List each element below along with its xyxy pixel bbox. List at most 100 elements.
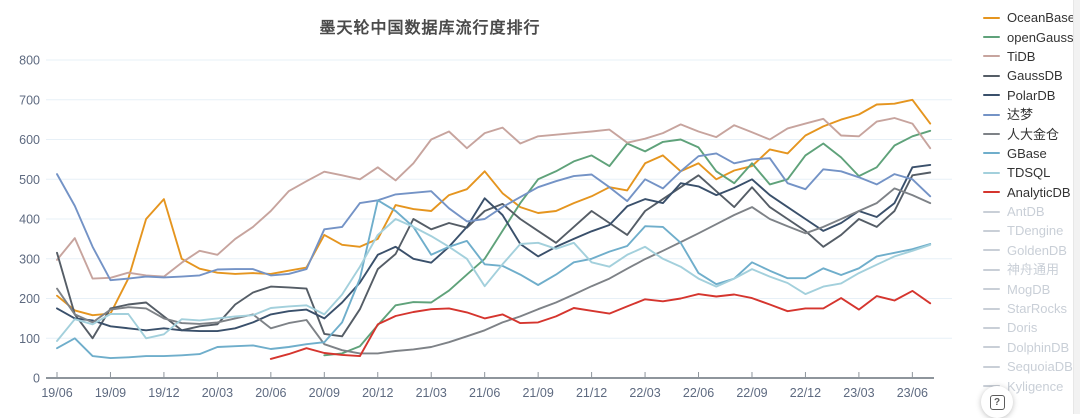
legend-item-oceanbase[interactable]: OceanBase <box>983 8 1075 27</box>
legend-item-antdb[interactable]: AntDB <box>983 202 1075 221</box>
legend-item-dolphindb[interactable]: DolphinDB <box>983 338 1075 357</box>
legend-label: TDengine <box>1007 223 1064 239</box>
x-axis-label: 23/06 <box>897 386 928 400</box>
legend-item-sequoiadb[interactable]: SequoiaDB <box>983 357 1075 376</box>
help-button[interactable]: ? <box>981 386 1013 418</box>
tdsql-series-swatch <box>983 171 1000 174</box>
legend-item-tdsql[interactable]: TDSQL <box>983 163 1075 182</box>
legend-label: AntDB <box>1007 204 1045 220</box>
x-axis-label: 20/06 <box>255 386 286 400</box>
series-line-dameng <box>56 152 932 282</box>
legend-label: 人大金仓 <box>1007 126 1060 142</box>
x-axis-label: 21/06 <box>469 386 500 400</box>
legend-item-tdengine[interactable]: TDengine <box>983 221 1075 240</box>
legend-label: 神舟通用 <box>1007 262 1060 278</box>
x-axis-label: 20/12 <box>362 386 393 400</box>
legend-label: DolphinDB <box>1007 339 1070 355</box>
polardb-series-swatch <box>983 94 1000 97</box>
series-line-tidb <box>56 117 932 280</box>
legend-item-doris[interactable]: Doris <box>983 318 1075 337</box>
x-axis-label: 19/06 <box>41 386 72 400</box>
chart-title: 墨天轮中国数据库流行度排行 <box>319 20 541 37</box>
x-axis-label: 23/03 <box>843 386 874 400</box>
x-axis-label: 19/09 <box>95 386 126 400</box>
series-line-polardb <box>56 163 932 333</box>
goldendb-series-swatch <box>983 249 1000 252</box>
y-axis-label: 500 <box>19 173 40 187</box>
legend-item-gbase[interactable]: GBase <box>983 144 1075 163</box>
legend-label: Kyligence <box>1007 378 1064 394</box>
legend-item-mogdb[interactable]: MogDB <box>983 279 1075 298</box>
scrollbar-track[interactable] <box>1073 0 1080 414</box>
x-axis-label: 22/06 <box>683 386 714 400</box>
dolphindb-series-swatch <box>983 346 1000 349</box>
legend-label: SequoiaDB <box>1007 359 1073 375</box>
y-axis-label: 200 <box>19 292 40 306</box>
series-line-gbase <box>56 199 932 360</box>
tdengine-series-swatch <box>983 229 1000 232</box>
legend-label: AnalyticDB <box>1007 184 1071 200</box>
legend-item-dameng[interactable]: 达梦 <box>983 105 1075 124</box>
x-axis-label: 22/12 <box>790 386 821 400</box>
gbase-series-swatch <box>983 152 1000 155</box>
legend-label: MogDB <box>1007 281 1051 297</box>
series-line-tdsql <box>56 218 932 342</box>
opengauss-series-swatch <box>983 36 1000 39</box>
x-axis-label: 21/12 <box>576 386 607 400</box>
oceanbase-series-swatch <box>983 16 1000 19</box>
legend-label: GaussDB <box>1007 68 1063 84</box>
starrocks-series-swatch <box>983 307 1000 310</box>
series-line-renda-jincang <box>56 187 932 355</box>
legend-label: PolarDB <box>1007 87 1056 103</box>
series-line-gaussdb <box>56 171 932 340</box>
analyticdb-series-swatch <box>983 191 1000 194</box>
legend-item-tidb[interactable]: TiDB <box>983 47 1075 66</box>
y-axis-label: 600 <box>19 133 40 147</box>
y-axis-label: 800 <box>19 54 40 68</box>
legend-item-goldendb[interactable]: GoldenDB <box>983 241 1075 260</box>
y-axis-label: 300 <box>19 252 40 266</box>
y-axis-label: 700 <box>19 93 40 107</box>
y-axis-label: 100 <box>19 332 40 346</box>
shenzhou-tongyong-series-swatch <box>983 268 1000 271</box>
legend-label: Doris <box>1007 320 1038 336</box>
legend-label: GoldenDB <box>1007 242 1067 258</box>
legend-item-polardb[interactable]: PolarDB <box>983 86 1075 105</box>
x-axis-label: 20/03 <box>202 386 233 400</box>
legend-item-starrocks[interactable]: StarRocks <box>983 299 1075 318</box>
y-axis-label: 0 <box>33 372 40 386</box>
legend-label: StarRocks <box>1007 301 1067 317</box>
series-line-analyticdb <box>269 289 932 360</box>
legend-item-shenzhou-tongyong[interactable]: 神舟通用 <box>983 260 1075 279</box>
legend-label: openGauss <box>1007 29 1074 45</box>
x-axis-label: 22/03 <box>629 386 660 400</box>
x-axis-label: 21/09 <box>522 386 553 400</box>
doris-series-swatch <box>983 326 1000 329</box>
renda-jincang-series-swatch <box>983 133 1000 136</box>
x-axis-label: 22/09 <box>736 386 767 400</box>
antdb-series-swatch <box>983 210 1000 213</box>
legend-item-gaussdb[interactable]: GaussDB <box>983 66 1075 85</box>
tidb-series-swatch <box>983 55 1000 58</box>
x-axis-label: 21/03 <box>416 386 447 400</box>
dameng-series-swatch <box>983 113 1000 116</box>
gaussdb-series-swatch <box>983 74 1000 77</box>
legend-label: TiDB <box>1007 48 1036 64</box>
legend-item-renda-jincang[interactable]: 人大金仓 <box>983 124 1075 143</box>
sequoiadb-series-swatch <box>983 365 1000 368</box>
legend: OceanBase openGauss TiDB GaussDB PolarDB 达梦人大… <box>983 8 1075 396</box>
question-mark-icon: ? <box>989 394 1005 410</box>
y-axis-label: 400 <box>19 213 40 227</box>
mogdb-series-swatch <box>983 288 1000 291</box>
x-axis-label: 20/09 <box>309 386 340 400</box>
legend-label: OceanBase <box>1007 10 1075 26</box>
series-line-oceanbase <box>56 98 932 317</box>
series-line-opengauss <box>323 129 932 357</box>
legend-label: GBase <box>1007 145 1047 161</box>
x-axis-label: 19/12 <box>148 386 179 400</box>
legend-item-analyticdb[interactable]: AnalyticDB <box>983 183 1075 202</box>
legend-item-opengauss[interactable]: openGauss <box>983 27 1075 46</box>
legend-label: TDSQL <box>1007 165 1051 181</box>
